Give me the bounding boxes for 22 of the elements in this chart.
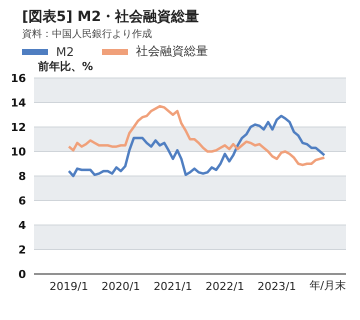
- x-tick-label: 2022/1: [206, 280, 244, 293]
- y-tick-label: 0: [18, 268, 26, 281]
- x-tick-label: 2023/1: [257, 280, 296, 293]
- y-tick-label: 16: [10, 72, 26, 85]
- line-series: [68, 104, 326, 166]
- chart-title: [図表5] M2・社会融資総量: [22, 8, 200, 26]
- text: 資料：中国人民銀行より作成: [22, 28, 153, 41]
- x-tick-label: 2019/1: [50, 280, 88, 293]
- y-tick-label: 12: [10, 120, 26, 134]
- y-axis-title: 前年比、%: [38, 60, 94, 73]
- y-tick-label: 8: [18, 170, 26, 183]
- y-tick-label: 4: [18, 218, 26, 232]
- y-tick-label: 6: [18, 194, 26, 208]
- y-tick-label: 2: [18, 243, 26, 256]
- x-tick-label: 2020/1: [101, 280, 140, 293]
- x-axis-title: 年/月末: [309, 278, 346, 293]
- legend-label: M2: [55, 44, 74, 60]
- line-series: [68, 114, 326, 178]
- x-tick-label: 2021/1: [154, 280, 192, 293]
- legend-label: 社会融資総量: [135, 43, 208, 60]
- y-tick-label: 14: [10, 96, 26, 110]
- y-tick-label: 10: [10, 145, 26, 158]
